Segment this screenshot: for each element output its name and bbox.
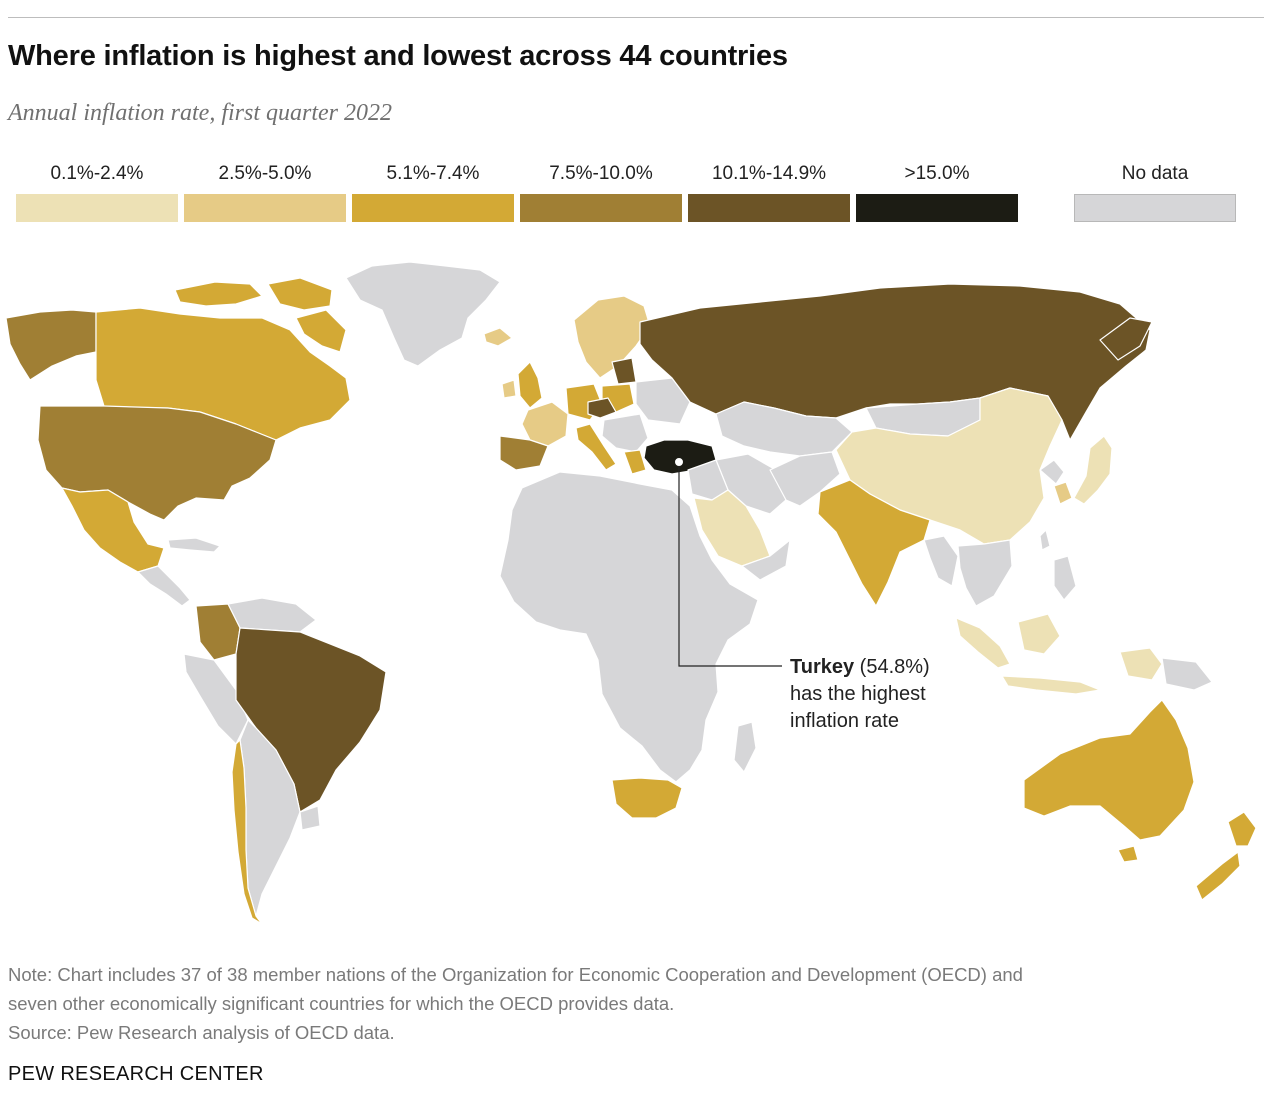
legend-item-1: 0.1%-2.4% — [16, 163, 178, 222]
legend-swatch — [1074, 194, 1236, 222]
legend-swatch — [352, 194, 514, 222]
uruguay — [299, 805, 321, 831]
note-line: Note: Chart includes 37 of 38 member nat… — [8, 964, 1023, 985]
callout-value: (54.8%) — [859, 656, 930, 678]
legend-label: >15.0% — [904, 163, 970, 184]
legend-item-no-data: No data — [1074, 163, 1236, 222]
callout-line: inflation rate — [790, 710, 899, 732]
legend-swatch — [520, 194, 682, 222]
new-zealand — [1227, 811, 1257, 847]
legend-item-3: 5.1%-7.4% — [352, 163, 514, 222]
legend-label: 2.5%-5.0% — [218, 163, 312, 184]
canada-arctic-islands — [267, 277, 333, 311]
papua-new-guinea — [1161, 657, 1213, 691]
indonesia — [955, 617, 1011, 669]
turkey-callout: Turkey (54.8%) has the highest inflation… — [790, 654, 1010, 735]
ireland — [501, 379, 517, 399]
top-rule — [8, 17, 1264, 18]
brand-label: PEW RESEARCH CENTER — [8, 1063, 264, 1085]
philippines — [1053, 555, 1077, 601]
japan — [1073, 435, 1113, 505]
legend-item-4: 7.5%-10.0% — [520, 163, 682, 222]
legend-label: 5.1%-7.4% — [386, 163, 480, 184]
spain — [499, 435, 549, 471]
korea-north — [1039, 459, 1065, 485]
callout-line: has the highest — [790, 683, 926, 705]
central-america — [137, 565, 191, 607]
greenland — [345, 261, 501, 367]
afghanistan-pakistan — [769, 451, 841, 507]
indonesia — [1119, 647, 1163, 681]
legend-swatch — [856, 194, 1018, 222]
callout-dot — [675, 458, 683, 466]
callout-country: Turkey — [790, 656, 855, 678]
legend-item-2: 2.5%-5.0% — [184, 163, 346, 222]
mexico — [61, 487, 165, 573]
russia-far-east — [1099, 317, 1153, 361]
legend-item-6: >15.0% — [856, 163, 1018, 222]
caribbean-islands — [167, 537, 221, 553]
balkans — [601, 413, 649, 453]
callout-leader-line — [678, 462, 782, 667]
tasmania — [1117, 845, 1139, 863]
taiwan — [1039, 529, 1051, 551]
saudi-arabia — [693, 489, 771, 567]
central-asia — [715, 401, 853, 457]
south-korea — [1053, 481, 1073, 505]
france — [521, 401, 569, 447]
united-kingdom — [517, 361, 543, 409]
baltics — [611, 357, 637, 385]
south-africa — [611, 777, 683, 819]
italy — [575, 423, 617, 471]
world-map — [0, 252, 1272, 942]
india — [817, 479, 931, 607]
legend-swatch — [184, 194, 346, 222]
new-zealand — [1195, 851, 1241, 901]
canada-arctic-islands — [174, 281, 263, 307]
footnote: Note: Chart includes 37 of 38 member nat… — [8, 960, 1264, 1047]
greece — [623, 449, 647, 475]
iceland — [483, 327, 513, 347]
legend-swatch — [16, 194, 178, 222]
source-line: Source: Pew Research analysis of OECD da… — [8, 1022, 395, 1043]
madagascar — [733, 721, 757, 773]
southeast-asia — [957, 539, 1013, 607]
canada-baffin-island — [295, 309, 347, 353]
alaska — [5, 309, 97, 381]
note-line: seven other economically significant cou… — [8, 993, 675, 1014]
indonesia — [1001, 675, 1101, 695]
legend-label: 7.5%-10.0% — [549, 163, 653, 184]
nordics — [573, 295, 651, 379]
czech-republic — [587, 397, 617, 419]
indonesia — [1017, 613, 1061, 655]
legend-item-5: 10.1%-14.9% — [688, 163, 850, 222]
venezuela-guianas — [227, 597, 317, 633]
chart-subtitle: Annual inflation rate, first quarter 202… — [8, 100, 393, 126]
bangladesh-myanmar — [923, 535, 959, 587]
legend-label: 0.1%-2.4% — [50, 163, 144, 184]
legend-label: 10.1%-14.9% — [711, 163, 827, 184]
chile — [231, 739, 263, 925]
legend-label: No data — [1121, 163, 1189, 184]
legend-swatch — [688, 194, 850, 222]
africa-north — [499, 471, 759, 783]
yemen-oman — [741, 539, 791, 581]
chart-title: Where inflation is highest and lowest ac… — [8, 40, 788, 72]
australia — [1023, 699, 1195, 841]
